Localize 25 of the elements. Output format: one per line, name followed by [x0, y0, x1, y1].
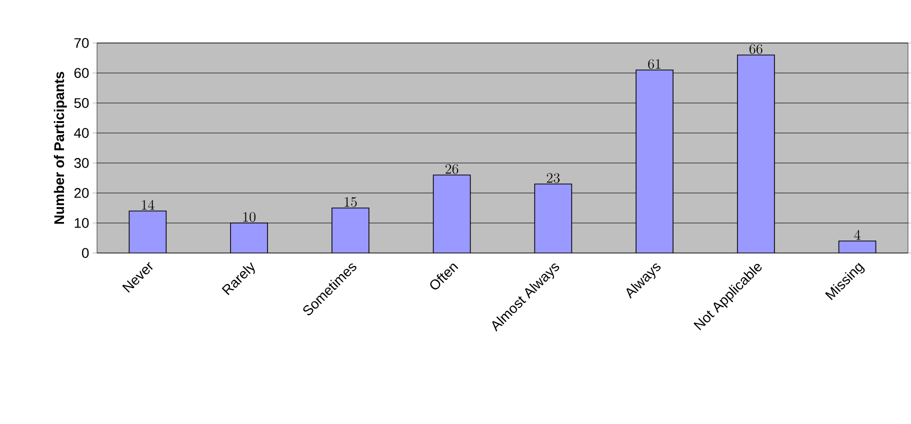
y-tick-label: 50 — [74, 98, 89, 108]
bar — [636, 70, 674, 253]
y-tick-label: 60 — [74, 68, 89, 78]
bar — [534, 184, 572, 253]
bar — [128, 210, 167, 253]
y-tick-label: 0 — [82, 248, 89, 258]
bar — [230, 222, 268, 253]
data-label: 66 — [750, 44, 762, 54]
data-label: 61 — [648, 59, 660, 69]
y-tick-label: 40 — [74, 128, 89, 138]
data-label: 23 — [546, 173, 560, 183]
bar — [432, 174, 471, 253]
data-label: 15 — [344, 197, 357, 207]
bar — [737, 54, 775, 253]
bar — [332, 208, 370, 253]
bar — [838, 240, 876, 253]
data-label: 4 — [854, 230, 860, 240]
y-tick-label: 10 — [74, 218, 89, 228]
y-tick-label: 20 — [74, 188, 89, 198]
y-axis-title: Number of Participants — [54, 72, 67, 224]
y-tick-label: 70 — [74, 38, 89, 48]
data-label: 10 — [243, 212, 256, 222]
y-tick-label: 30 — [74, 158, 89, 168]
data-label: 26 — [445, 164, 458, 174]
data-label: 14 — [142, 200, 154, 210]
